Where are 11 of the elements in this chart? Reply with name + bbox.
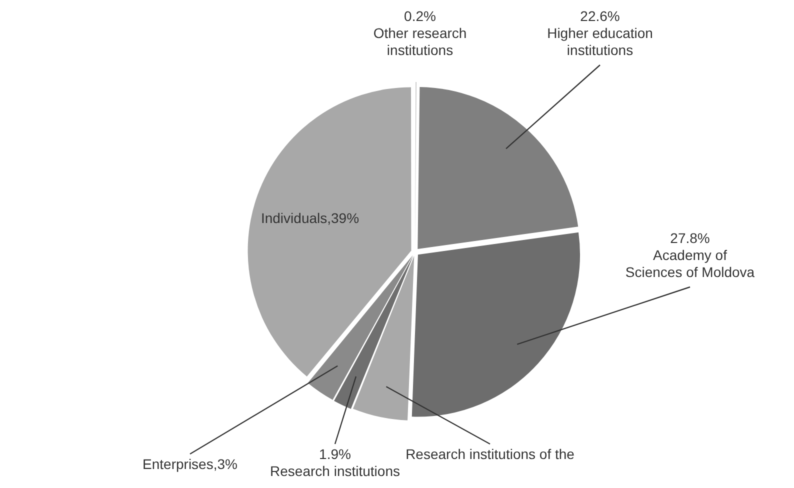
slice-label: Research institutions of the — [406, 446, 575, 462]
data-label: 27.8% — [670, 230, 710, 246]
slice-label: Other research institutions — [373, 24, 467, 58]
data-label: 1.9% — [319, 446, 351, 462]
slice-label: Research institutions — [270, 462, 400, 479]
slice-label: Higher education institutions — [547, 24, 653, 58]
slice-label: Individuals,39% — [260, 210, 360, 226]
data-label: 22.6% — [580, 8, 620, 24]
slice-label: Academy of Sciences of Moldova — [625, 246, 755, 280]
data-label: 0.2% — [404, 8, 436, 24]
slice-label: Enterprises,3% — [142, 456, 238, 472]
